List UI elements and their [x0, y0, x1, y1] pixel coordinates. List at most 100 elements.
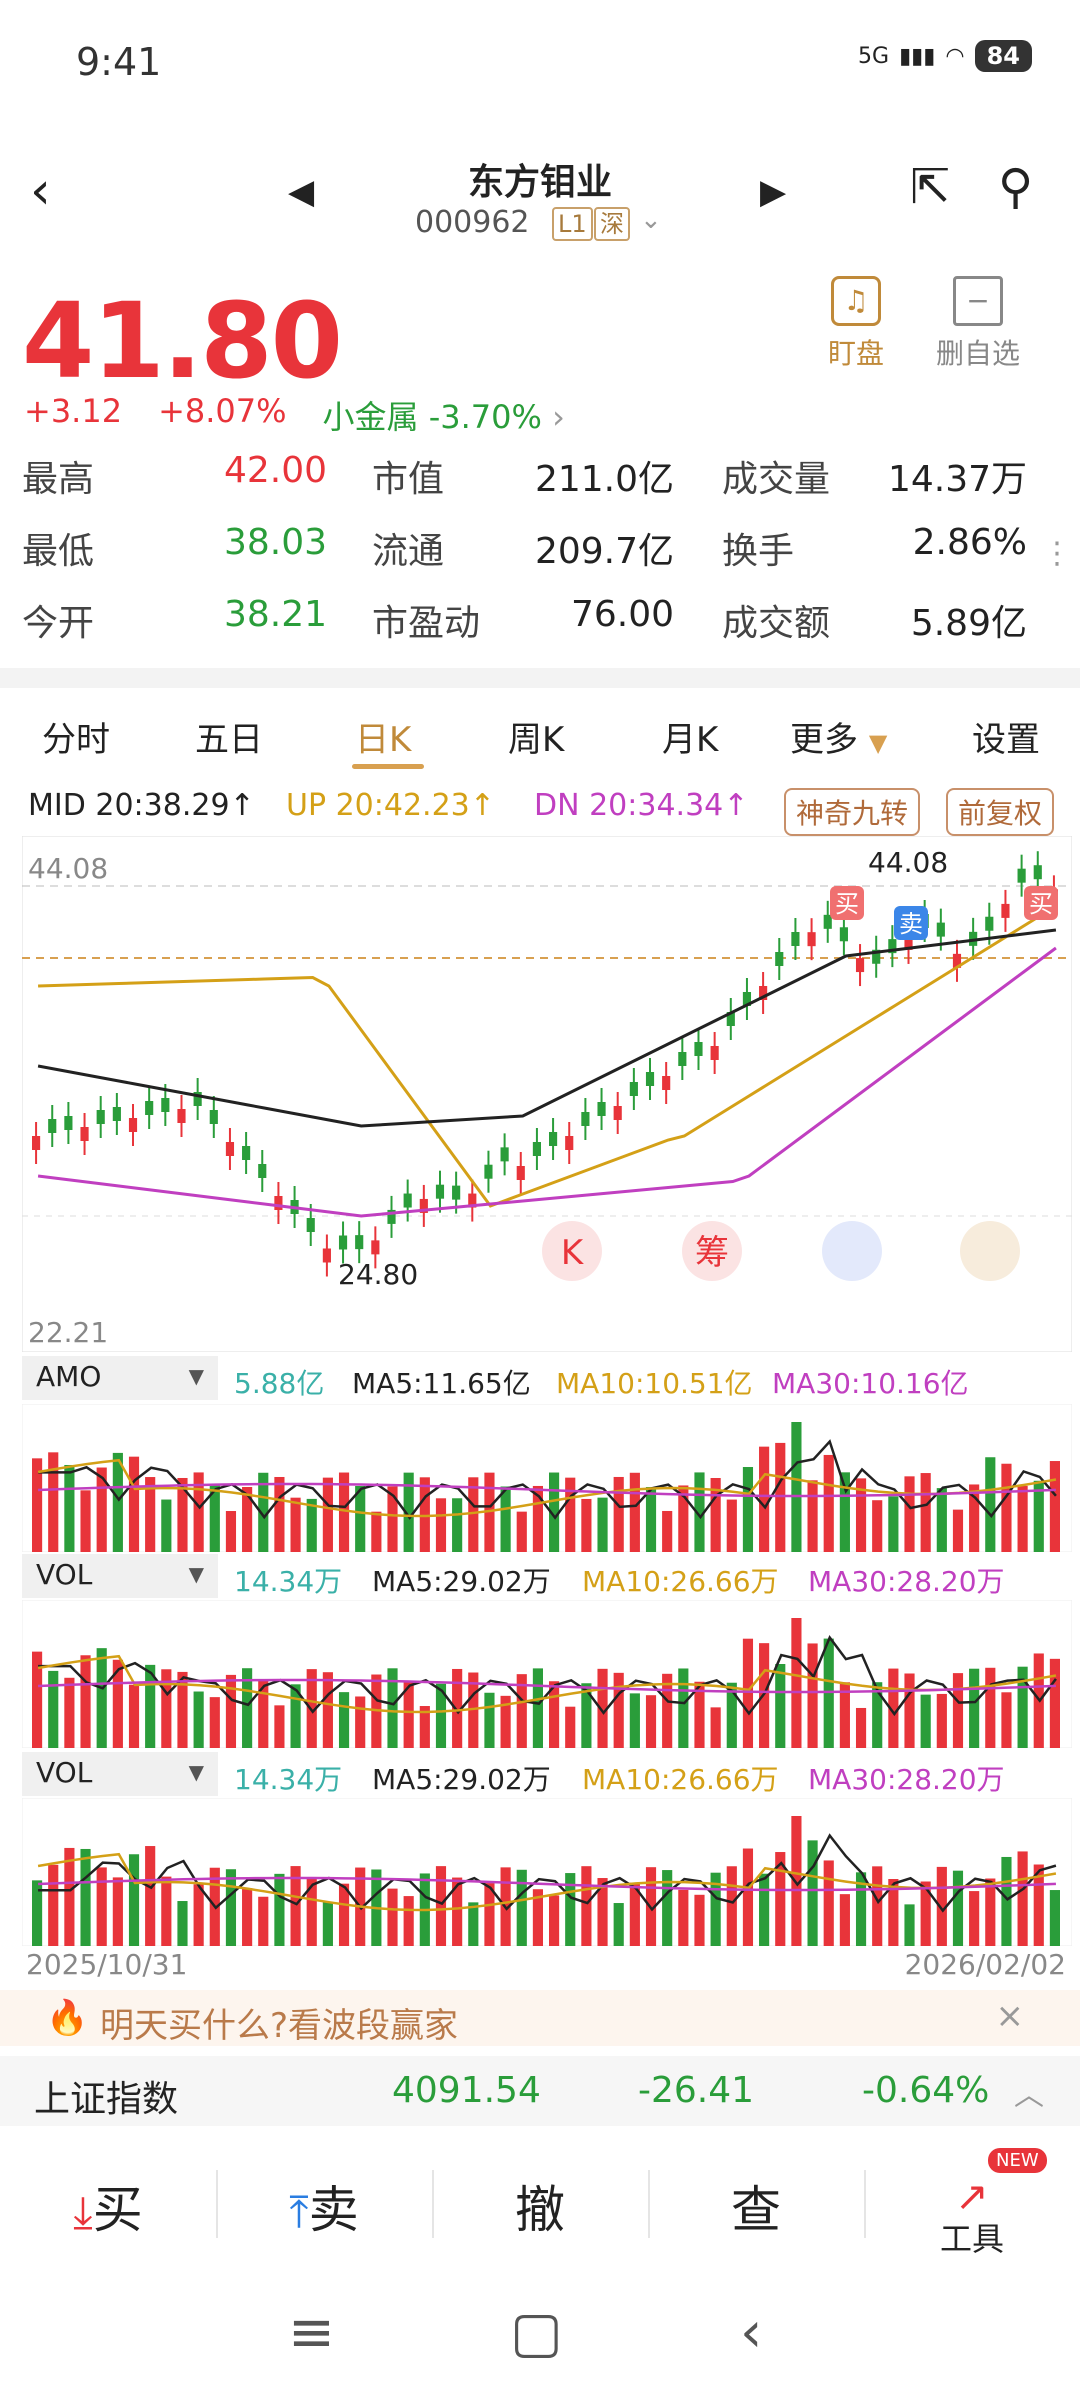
volume-bar	[904, 1904, 915, 1946]
mid-line	[37, 928, 1057, 1128]
volume-bar	[1017, 1485, 1028, 1552]
volume-bar	[96, 1467, 107, 1552]
tab-intraday[interactable]: 分时	[42, 720, 110, 760]
date-axis: 2025/10/31 2026/02/02	[26, 1948, 1066, 1981]
volume-bar	[565, 1873, 576, 1946]
candle-body	[629, 1082, 638, 1096]
candle-body	[193, 1092, 202, 1106]
volume-bar	[645, 1487, 657, 1552]
volume-bar	[549, 1895, 560, 1946]
magic-nine-button[interactable]: 神奇九转	[784, 788, 921, 836]
tab-settings[interactable]: 设置	[972, 720, 1040, 760]
chevron-down-icon[interactable]: ⌄	[640, 205, 662, 235]
volume-bar	[742, 1467, 754, 1552]
buy-marker-2	[1024, 886, 1058, 920]
adjust-button[interactable]: 前复权	[946, 788, 1055, 836]
volume-bar	[177, 1477, 188, 1552]
ma5-line	[38, 1833, 1057, 1913]
share-icon[interactable]: ⇱	[910, 159, 951, 215]
tab-monthly-k[interactable]: 月K	[662, 720, 719, 760]
next-stock-icon[interactable]: ▶	[760, 172, 787, 212]
volume-bar	[1033, 1864, 1044, 1946]
candle-body	[161, 1098, 170, 1112]
volume-bar	[1049, 1658, 1060, 1748]
trade-bar: ⤓买 ⤒卖 撤 查 ↗ 工具 NEW	[0, 2140, 1080, 2270]
close-icon[interactable]: ×	[995, 1996, 1025, 2036]
quote-value: 38.03	[223, 522, 327, 563]
menu-icon[interactable]: ≡	[288, 2300, 335, 2365]
volume-bar	[581, 1866, 592, 1946]
promo-banner[interactable]: 🔥 明天买什么?看波段赢家 ×	[0, 1990, 1080, 2046]
chevron-up-icon[interactable]: ︿	[1014, 2078, 1044, 2113]
volume-bar	[32, 1458, 43, 1552]
tools-label: 工具	[939, 2220, 1004, 2258]
prev-stock-icon[interactable]: ◀	[288, 172, 315, 212]
volume-bar	[855, 1707, 867, 1748]
axis-low-label: 22.21	[28, 1316, 108, 1349]
back-icon[interactable]: ‹	[30, 161, 51, 221]
watch-label: 盯盘	[828, 337, 885, 370]
price-change: +3.12	[24, 392, 123, 430]
search-icon[interactable]: ⚲	[998, 159, 1034, 215]
tab-weekly-k[interactable]: 周K	[508, 720, 565, 760]
volume-bar	[742, 1848, 754, 1946]
buy-marker-2-label: 买	[1029, 890, 1053, 918]
vol2-selector[interactable]: VOL ▼	[22, 1752, 218, 1796]
volume-bar	[952, 1509, 964, 1552]
mid-value: MID 20:38.29↑	[28, 788, 255, 823]
vol2-ma10: MA10:26.66万	[582, 1763, 779, 1796]
amo-selector[interactable]: AMO ▼	[22, 1356, 218, 1400]
volume-bar	[306, 1498, 317, 1552]
peak-label: 44.08	[868, 846, 948, 879]
more-icon[interactable]: ⋮	[1042, 536, 1072, 571]
tab-more[interactable]: 更多 ▼	[790, 712, 887, 761]
status-bar: 9:41 5G ▮▮▮ ◠ 84	[0, 0, 1080, 130]
sell-button[interactable]: ⤒卖	[216, 2170, 432, 2242]
cancel-button[interactable]: 撤	[515, 2181, 565, 2239]
candle-body	[549, 1132, 558, 1146]
sell-marker	[894, 906, 928, 940]
volume-bar	[225, 1511, 237, 1552]
quote-row: 最低 38.03 流通 209.7亿 换手 2.86%	[22, 522, 1058, 582]
remove-label: 删自选	[936, 337, 1021, 370]
separator	[432, 2170, 434, 2238]
candlestick-chart[interactable]: 44.08 22.21 44.08 24.80 买卖 买 K 筹	[22, 836, 1072, 1352]
volume-bar	[290, 1866, 301, 1946]
buy-button[interactable]: ⤓买	[0, 2170, 216, 2242]
volume-bar	[322, 1901, 333, 1946]
tab-daily-k[interactable]: 日K	[355, 720, 412, 760]
volume-bar	[64, 1464, 75, 1552]
volume-bar	[872, 1500, 883, 1552]
volume-bar	[274, 1476, 285, 1552]
candle-body	[306, 1218, 315, 1232]
back-nav-icon[interactable]: ‹	[740, 2300, 763, 2365]
volume-bar	[32, 1880, 43, 1946]
volume-bar	[355, 1485, 366, 1552]
chip-button-bg	[682, 1221, 742, 1281]
volume-bar	[468, 1477, 479, 1552]
ma5-line	[38, 1439, 1057, 1520]
vol-selector[interactable]: VOL ▼	[22, 1554, 218, 1598]
amo-header: AMO ▼ 5.88亿 MA5:11.65亿 MA10:10.51亿 MA30:1…	[22, 1356, 1072, 1400]
chart-trend-icon: ↗	[955, 2174, 989, 2220]
query-button[interactable]: 查	[731, 2181, 781, 2239]
tools-button[interactable]: ↗ 工具 NEW	[864, 2148, 1080, 2260]
sector-link[interactable]: 小金属 -3.70% ›	[322, 398, 565, 436]
quote-value: 14.37万	[887, 459, 1027, 500]
watch-button[interactable]: ♫ 盯盘	[828, 276, 884, 372]
volume-bar	[1049, 1461, 1060, 1552]
candle-body	[468, 1193, 477, 1208]
price-change-pct: +8.07%	[158, 392, 287, 430]
volume-bar	[403, 1680, 414, 1748]
index-bar[interactable]: 上证指数 4091.54 -26.41 -0.64% ︿	[0, 2056, 1080, 2126]
sell-icon: ⤒	[289, 2187, 309, 2238]
remove-favorite-button[interactable]: − 删自选	[936, 276, 1020, 372]
volume-bar	[629, 1472, 640, 1552]
buy-marker-1	[830, 886, 864, 920]
volume-bar	[775, 1852, 786, 1946]
volume-bar	[161, 1669, 172, 1748]
tab-five-day[interactable]: 五日	[195, 720, 263, 760]
home-icon[interactable]: ▢	[510, 2300, 563, 2365]
volume-bar	[807, 1480, 818, 1552]
volume-bar	[452, 1668, 463, 1748]
